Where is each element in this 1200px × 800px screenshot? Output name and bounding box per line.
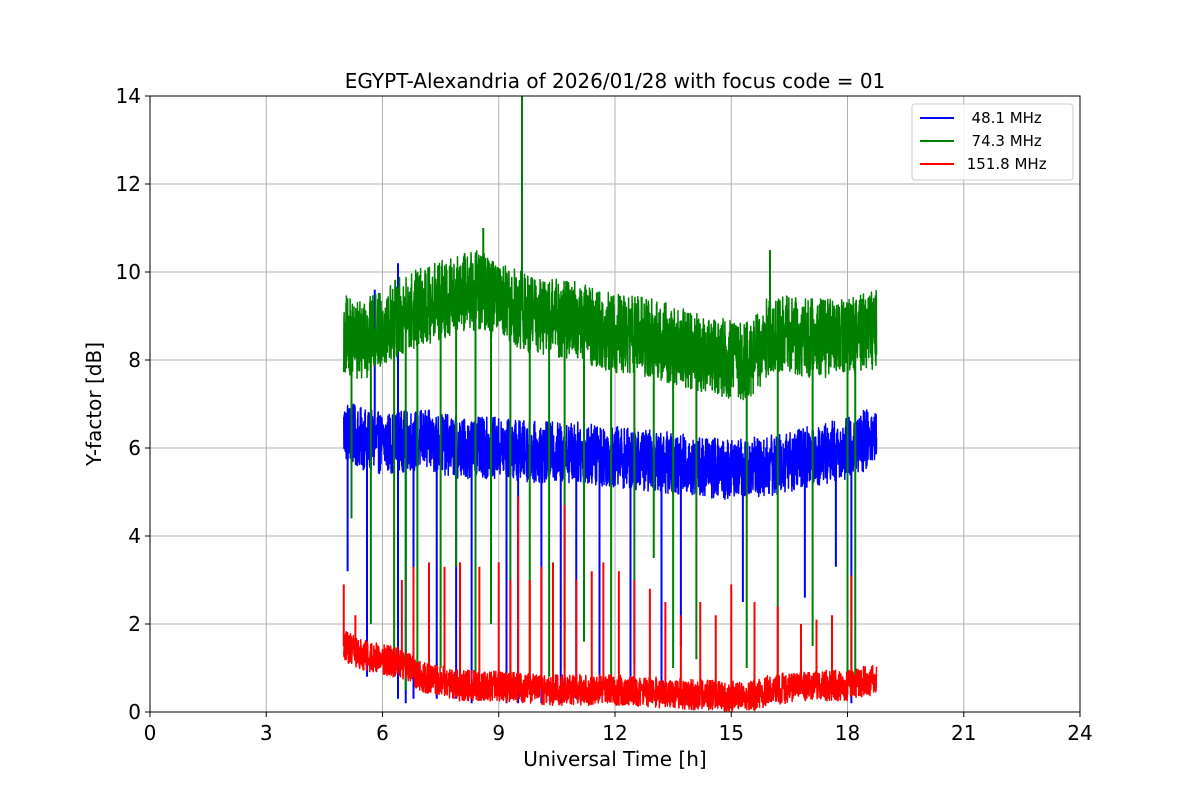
legend-label: 151.8 MHz [962, 155, 1047, 173]
y-tick-label: 8 [128, 348, 141, 372]
y-axis-title: Y-factor [dB] [82, 342, 106, 467]
x-tick-label: 3 [260, 721, 273, 745]
y-tick-label: 4 [128, 524, 141, 548]
y-tick-label: 0 [128, 700, 141, 724]
legend: 48.1 MHz 74.3 MHz 151.8 MHz [911, 103, 1074, 181]
y-tick-label: 14 [116, 84, 141, 108]
y-tick-label: 12 [116, 172, 141, 196]
x-tick-label: 6 [376, 721, 389, 745]
x-tick-label: 0 [144, 721, 157, 745]
legend-label: 48.1 MHz [962, 109, 1042, 127]
chart-title: EGYPT-Alexandria of 2026/01/28 with focu… [345, 69, 886, 93]
series-line [343, 631, 878, 712]
y-tick-label: 6 [128, 436, 141, 460]
x-tick-label: 21 [951, 721, 976, 745]
series-layer [342, 96, 878, 712]
x-tick-label: 15 [719, 721, 744, 745]
x-tick-label: 9 [492, 721, 505, 745]
legend-label: 74.3 MHz [962, 132, 1042, 150]
y-tick-label: 2 [128, 612, 141, 636]
x-axis-title: Universal Time [h] [523, 747, 706, 771]
x-tick-label: 24 [1067, 721, 1092, 745]
x-tick-label: 12 [602, 721, 627, 745]
y-tick-label: 10 [116, 260, 141, 284]
legend-box [911, 103, 1074, 181]
x-tick-label: 18 [835, 721, 860, 745]
